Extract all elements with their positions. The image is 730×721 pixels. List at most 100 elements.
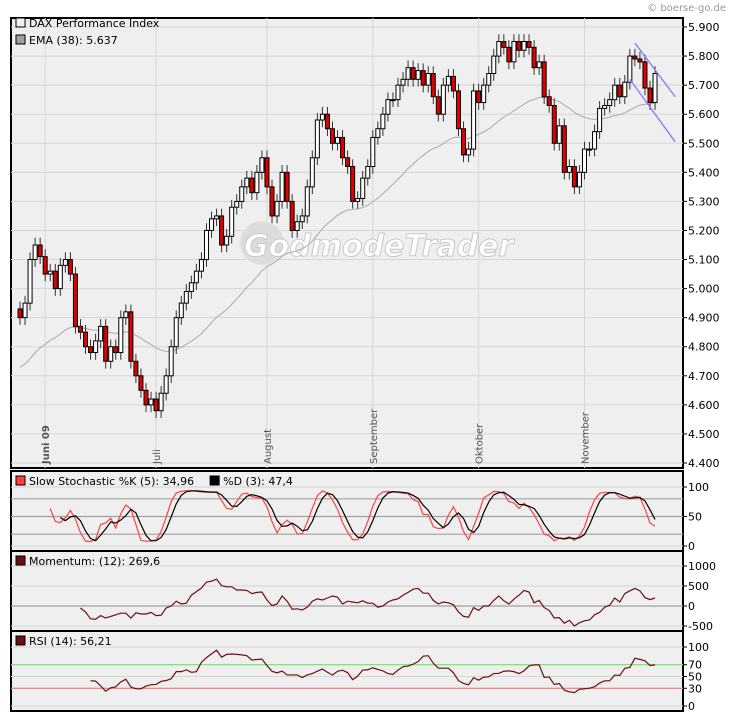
candle-body xyxy=(62,259,68,266)
candle-body xyxy=(203,229,209,261)
candle xyxy=(415,63,421,87)
candle-body xyxy=(546,96,552,106)
candle-body xyxy=(410,67,416,80)
candle xyxy=(264,150,270,195)
candle xyxy=(602,98,608,116)
y-tick-label: 1000 xyxy=(688,560,716,573)
candle-body xyxy=(284,171,290,202)
candle xyxy=(551,98,557,151)
legend-label: Slow Stochastic %K (5): 34,96 xyxy=(29,475,194,488)
candle-body xyxy=(481,84,487,104)
candle-body xyxy=(103,325,109,362)
candle xyxy=(486,66,492,93)
candle xyxy=(501,34,507,55)
y-tick-label: 0 xyxy=(688,700,695,713)
candle xyxy=(138,368,144,398)
candle xyxy=(108,339,114,369)
panel-frame xyxy=(10,550,684,632)
candle-body xyxy=(556,125,562,144)
candle-body xyxy=(128,311,134,362)
candle xyxy=(511,34,517,70)
candle-body xyxy=(511,41,517,63)
candle xyxy=(98,319,104,349)
candle xyxy=(158,385,164,418)
candle xyxy=(481,77,487,110)
candle-body xyxy=(168,346,174,377)
y-tick-label: 70 xyxy=(688,659,702,672)
panel-frame xyxy=(10,630,684,712)
candle xyxy=(62,252,68,273)
candle-body xyxy=(622,81,628,98)
candle-body xyxy=(521,41,527,51)
candle-body xyxy=(385,99,391,115)
candle xyxy=(214,208,220,227)
month-label: September xyxy=(369,408,380,464)
candle xyxy=(516,34,522,58)
candle xyxy=(617,77,623,105)
candle xyxy=(299,208,305,230)
candle-body xyxy=(501,41,507,48)
candle xyxy=(103,319,109,369)
candle xyxy=(128,304,134,369)
candle xyxy=(244,170,250,195)
candle-body xyxy=(536,61,542,69)
candle-body xyxy=(294,221,300,231)
candle-body xyxy=(57,264,63,290)
month-label: Oktober xyxy=(475,423,486,464)
candle xyxy=(269,179,275,224)
candle xyxy=(83,324,89,354)
candle-body xyxy=(274,200,280,217)
candle-body xyxy=(400,78,406,86)
candle xyxy=(531,40,537,75)
candle-body xyxy=(289,200,295,231)
month-label: Juni 09 xyxy=(41,425,52,465)
candle-body xyxy=(143,389,149,406)
candle-body xyxy=(395,84,401,101)
candle xyxy=(496,34,502,64)
candle-body xyxy=(420,70,426,86)
candle xyxy=(47,263,53,282)
y-tick-label: 5.500 xyxy=(688,137,720,150)
panel-0: 5.900 5.800 5.700 5.600 5.500 5.400 5.300 5.200… xyxy=(10,17,720,470)
candle-body xyxy=(597,107,603,133)
watermark-logo xyxy=(239,220,285,266)
candle xyxy=(607,92,613,113)
candle xyxy=(133,354,139,384)
candle xyxy=(88,339,94,360)
candle xyxy=(52,263,58,296)
candle xyxy=(314,112,320,166)
candle xyxy=(365,159,371,186)
candle-body xyxy=(108,346,114,362)
candle xyxy=(42,249,48,282)
candle-body xyxy=(72,273,78,327)
candle-body xyxy=(198,259,204,272)
candle-body xyxy=(209,218,215,231)
candle-body xyxy=(440,84,446,115)
candle xyxy=(370,130,376,174)
candle xyxy=(188,275,194,299)
candle xyxy=(279,165,285,209)
candle-body xyxy=(67,259,73,275)
candle xyxy=(355,191,361,209)
candle xyxy=(425,66,431,93)
momentum-line xyxy=(80,578,656,627)
candle xyxy=(340,130,346,166)
y-tick-label: 4.700 xyxy=(688,370,720,383)
candle-body xyxy=(27,259,33,304)
candle-body xyxy=(319,113,325,121)
candle-body xyxy=(88,346,94,354)
candle xyxy=(405,60,411,87)
candle xyxy=(163,368,169,401)
candle xyxy=(143,383,149,413)
candle-body xyxy=(178,302,184,319)
y-tick-label: 5.200 xyxy=(688,224,720,237)
y-tick-label: -500 xyxy=(688,620,713,633)
y-tick-label: 50 xyxy=(688,511,702,524)
candle-body xyxy=(375,128,381,138)
candle xyxy=(430,66,436,105)
candle-body xyxy=(309,157,315,188)
candle xyxy=(22,295,28,325)
candle-body xyxy=(587,148,593,151)
candle-body xyxy=(576,171,582,188)
rsi-line xyxy=(90,649,656,694)
